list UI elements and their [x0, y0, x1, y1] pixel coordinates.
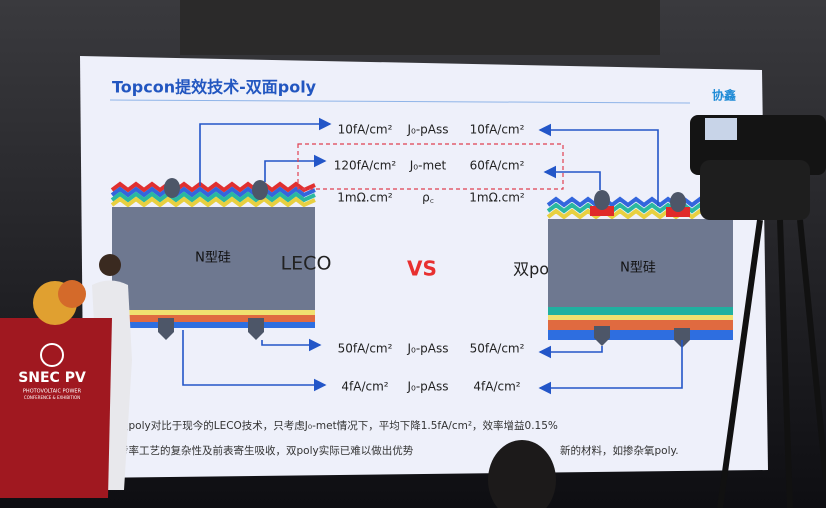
camera: [690, 115, 826, 508]
parameter-value: 4fA/cm²: [473, 380, 520, 394]
wall: [180, 0, 660, 55]
parameter-label: J₀-pAss: [406, 342, 448, 356]
left-name: LECO: [281, 253, 332, 275]
title-rule: [109, 99, 691, 104]
podium: [0, 318, 112, 498]
logo-ring: [40, 343, 64, 367]
parameter-value: 1mΩ.cm²: [469, 191, 525, 205]
brand-line: CONFERENCE & EXHIBITION: [24, 395, 80, 400]
parameter-label: ρ꜀: [422, 191, 434, 205]
parameter-label: J₀-pAss: [406, 123, 448, 137]
brand-line: PHOTOVOLTAIC POWER: [23, 389, 82, 395]
value-rows: 10fA/cm² J₀-pAss 10fA/cm² 120fA/cm² J₀-met 60…: [334, 123, 525, 394]
slide-title: Topcon提效技术-双面poly: [112, 78, 317, 97]
highlight-box: [297, 143, 564, 190]
audience-head: [488, 440, 556, 508]
flowers: [58, 280, 86, 308]
note: 考率工艺的复杂性及前表寄生吸收，双poly实际已难以做出优势: [118, 444, 414, 457]
brand: SNEC PV: [18, 370, 86, 386]
note: 新的材料，如掺杂氧poly.: [560, 444, 679, 457]
slide: [80, 56, 768, 478]
vs-label: VS: [407, 257, 437, 281]
cell-label: N型硅: [195, 251, 231, 266]
leco-cell: [110, 178, 316, 340]
parameter-value: 50fA/cm²: [338, 342, 393, 356]
parameter-value: 10fA/cm²: [470, 123, 525, 137]
parameter-label: J₀-pAss: [406, 380, 448, 394]
logo: 协鑫: [712, 88, 736, 103]
parameter-value: 10fA/cm²: [338, 123, 393, 137]
note: 双poly对比于现今的LECO技术，只考虑J₀-met情况下，平均下降1.5fA…: [118, 419, 558, 432]
parameter-value: 120fA/cm²: [334, 159, 397, 173]
parameter-value: 50fA/cm²: [470, 342, 525, 356]
parameter-value: 4fA/cm²: [341, 380, 388, 394]
cell-label: N型硅: [620, 261, 656, 276]
parameter-value: 60fA/cm²: [470, 159, 525, 173]
parameter-value: 1mΩ.cm²: [337, 191, 393, 205]
arrows: [182, 117, 683, 395]
parameter-label: J₀-met: [409, 159, 447, 173]
